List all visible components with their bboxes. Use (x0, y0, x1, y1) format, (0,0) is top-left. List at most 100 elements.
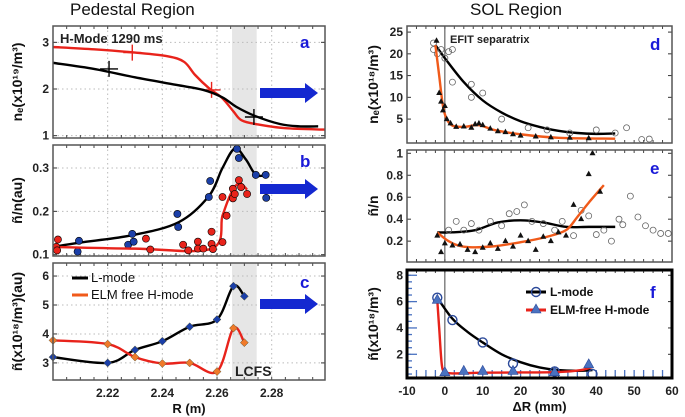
data-point (103, 339, 113, 349)
y-tick-label: 8 (396, 268, 403, 282)
data-point (477, 364, 489, 375)
annotation: LCFS (235, 363, 272, 379)
data-point (445, 48, 453, 56)
data-point (498, 115, 506, 123)
data-point (199, 244, 208, 253)
panel-letter: d (650, 35, 660, 54)
data-point (517, 232, 524, 238)
data-point (229, 323, 238, 333)
data-point (507, 364, 519, 375)
series-line (434, 44, 616, 136)
y-tick-label: 2 (396, 347, 403, 361)
data-point (600, 226, 608, 234)
data-point (611, 129, 619, 137)
data-point (458, 364, 470, 375)
plot-frame (52, 262, 326, 381)
data-point (157, 336, 167, 346)
data-point (626, 192, 634, 200)
data-point (555, 228, 562, 235)
data-point (532, 246, 539, 252)
data-point (439, 366, 451, 377)
data-point (207, 227, 216, 236)
data-point (53, 246, 62, 255)
y-axis-label: nₑ(x10¹⁸/m³) (365, 45, 381, 124)
data-point (525, 237, 532, 244)
y-tick-label: 2 (42, 82, 49, 96)
data-point (142, 234, 150, 243)
data-point (103, 358, 113, 368)
data-point (578, 215, 585, 222)
data-point (174, 223, 183, 231)
y-tick-label: 0.4 (386, 212, 403, 226)
y-tick-label: 20 (390, 47, 404, 61)
data-point (218, 193, 227, 201)
data-point (173, 210, 182, 218)
data-point (234, 154, 243, 162)
data-point (468, 124, 475, 130)
series-line (437, 219, 616, 234)
data-point (510, 243, 516, 249)
plot-frame (406, 149, 673, 263)
data-point (128, 229, 137, 238)
data-point (494, 245, 501, 251)
right-title: SOL Region (470, 0, 562, 19)
data-point (540, 233, 547, 239)
data-point (619, 221, 627, 229)
y-axis-label: ñ(x10¹⁸/m³)(au) (9, 272, 25, 371)
lcfs-band (232, 263, 257, 380)
data-point (642, 222, 649, 230)
arrow-icon (260, 83, 318, 103)
data-point (441, 239, 448, 246)
x-tick-label: 30 (552, 384, 566, 398)
x-tick-label: 20 (514, 384, 528, 398)
data-point (441, 102, 448, 109)
x-tick-label: 40 (590, 384, 604, 398)
x-tick-label: 2.28 (260, 386, 284, 400)
data-point (570, 201, 577, 207)
data-point (438, 98, 445, 104)
y-tick-label: 5 (396, 112, 403, 126)
data-point (441, 54, 449, 62)
panel-c: 3 4 5 6 2.22 2.24 2.26 2.28 c ñ(x10¹⁸/m³)(au) R (m… (9, 262, 326, 416)
data-point (230, 190, 239, 198)
y-tick-label: 0.8 (386, 168, 403, 182)
annotation: H-Mode 1290 ms (60, 31, 163, 46)
y-tick-label: 0.6 (386, 190, 403, 204)
panel-letter: b (300, 152, 310, 171)
data-point (437, 46, 445, 53)
y-tick-label: 0.2 (386, 234, 403, 248)
arrow-icon (260, 294, 318, 314)
data-point (206, 177, 215, 185)
data-point (237, 183, 245, 191)
plot-frame (52, 25, 326, 139)
panel-a: 1 2 3 a nₑ(x10¹⁹/m³) H-Mode 1290 ms (9, 25, 326, 143)
data-point (551, 226, 559, 234)
panel-letter: c (300, 273, 309, 292)
data-point (543, 126, 551, 134)
data-point (75, 236, 83, 245)
data-point (262, 193, 271, 202)
panel-letter: a (300, 33, 310, 52)
data-point (439, 106, 446, 113)
data-point (487, 239, 494, 246)
data-point (585, 170, 592, 177)
data-point (664, 230, 672, 237)
x-axis-label: R (m) (172, 401, 205, 416)
left-title: Pedestal Region (70, 0, 195, 19)
data-point (234, 176, 243, 185)
data-point (240, 291, 249, 301)
data-point (229, 281, 238, 291)
data-point (443, 115, 450, 122)
data-point (558, 217, 566, 225)
y-tick-label: 3 (42, 35, 49, 49)
data-point (251, 171, 260, 179)
y-tick-label: 4 (42, 327, 49, 341)
panel-letter: f (650, 283, 656, 302)
data-point (431, 293, 443, 304)
data-point (498, 222, 506, 230)
legend-label: L-mode (550, 285, 594, 299)
plot-frame (406, 25, 673, 144)
data-point (475, 119, 482, 126)
